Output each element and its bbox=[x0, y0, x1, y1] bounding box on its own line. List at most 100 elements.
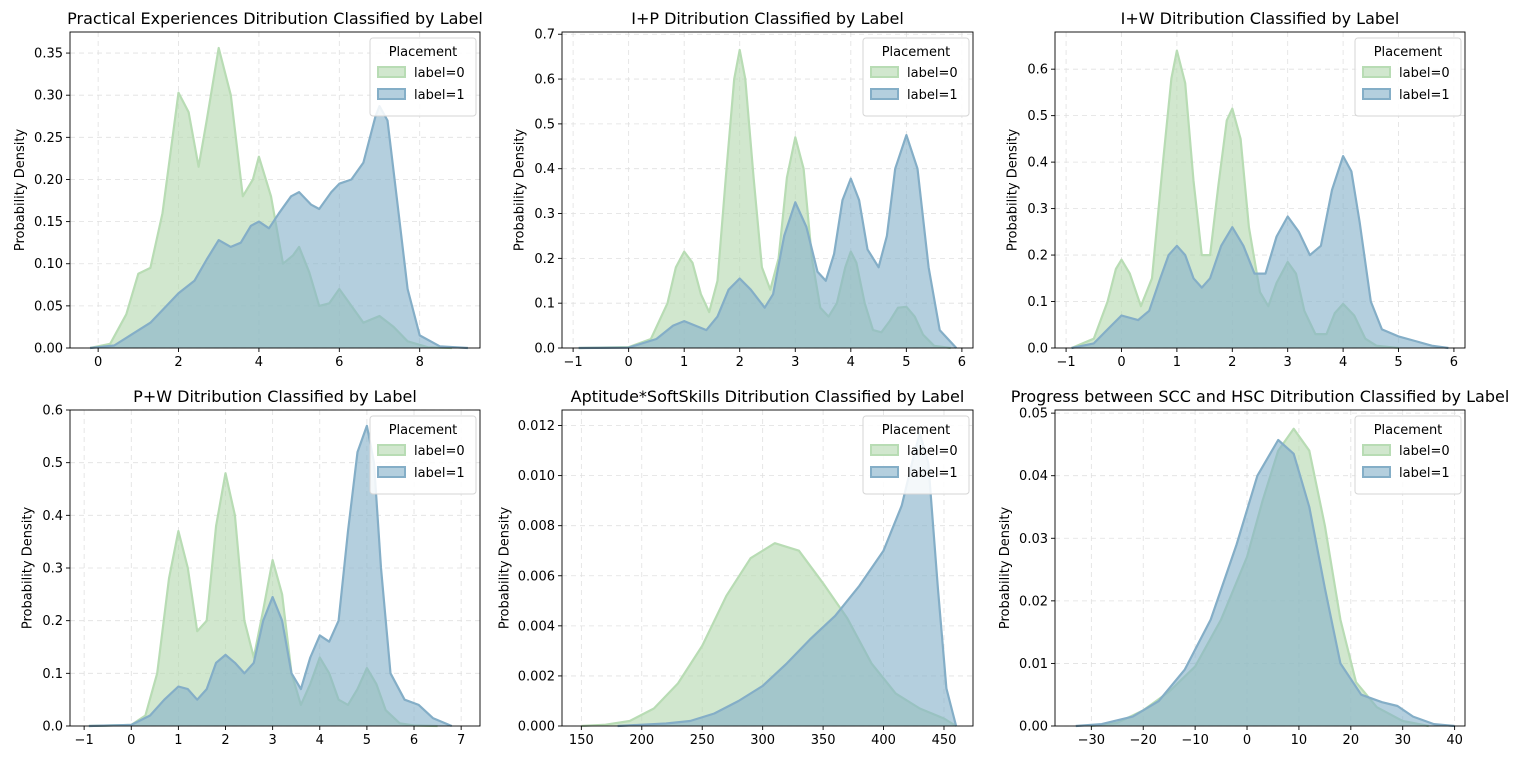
legend-swatch-label-1 bbox=[870, 88, 899, 100]
x-tick-label: 1 bbox=[1173, 355, 1181, 370]
x-tick-label: 0 bbox=[625, 355, 633, 370]
y-tick-label: 0.1 bbox=[534, 297, 555, 312]
y-axis-label: Probability Density bbox=[13, 129, 28, 252]
x-tick-label: 1 bbox=[174, 733, 182, 748]
density-line-label-1 bbox=[1071, 155, 1449, 350]
y-tick-label: 0.01 bbox=[1019, 657, 1048, 672]
y-tick-label: 0.0 bbox=[534, 342, 555, 357]
density-area-label-1 bbox=[90, 106, 468, 348]
y-tick-label: 0.004 bbox=[518, 619, 555, 634]
x-tick-label: −1 bbox=[564, 355, 583, 370]
legend-swatch-label-1 bbox=[377, 88, 406, 100]
x-tick-label: 450 bbox=[932, 733, 957, 748]
density-area-label-1 bbox=[1075, 440, 1455, 726]
y-tick-label: 0.25 bbox=[34, 131, 63, 146]
y-axis-label: Probability Density bbox=[21, 507, 36, 630]
x-tick-label: 0 bbox=[127, 733, 135, 748]
y-tick-label: 0.4 bbox=[534, 162, 555, 177]
legend-swatch-label-0 bbox=[1362, 66, 1391, 78]
x-tick-label: 5 bbox=[363, 733, 371, 748]
y-tick-label: 0.3 bbox=[534, 207, 555, 222]
x-tick-label: 5 bbox=[902, 355, 910, 370]
x-tick-label: −20 bbox=[1130, 733, 1157, 748]
legend-swatch-label-0 bbox=[1362, 444, 1391, 456]
y-tick-label: 0.3 bbox=[42, 562, 63, 577]
y-tick-label: 0.5 bbox=[534, 117, 555, 132]
y-tick-label: 0.2 bbox=[1027, 249, 1048, 264]
legend-entry-label-1: label=1 bbox=[1399, 466, 1450, 481]
chart-panel-progress-scc-hsc: −30 −20 −10 0 10 20 30 40 0.00 0.01 0.02 0.03 0.04 0.… bbox=[998, 387, 1509, 748]
y-tick-label: 0.1 bbox=[1027, 295, 1048, 310]
legend-entry-label-0: label=0 bbox=[907, 444, 958, 459]
y-tick-label: 0.30 bbox=[34, 89, 63, 104]
y-tick-label: 0.002 bbox=[518, 669, 555, 684]
y-tick-label: 0.012 bbox=[518, 419, 555, 434]
axes-frame bbox=[69, 31, 481, 349]
legend-swatch-label-1 bbox=[1362, 466, 1391, 478]
y-tick-label: 0.6 bbox=[1027, 63, 1048, 78]
axes-frame bbox=[561, 31, 974, 349]
y-axis-label: Probability Density bbox=[998, 507, 1013, 630]
y-tick-label: 0.008 bbox=[518, 519, 555, 534]
x-tick-label: 250 bbox=[690, 733, 715, 748]
x-tick-label: 7 bbox=[457, 733, 465, 748]
y-axis-label: Probability Density bbox=[1006, 129, 1021, 252]
y-tick-label: 0.2 bbox=[42, 614, 63, 629]
legend-swatch-label-0 bbox=[377, 66, 406, 78]
x-tick-label: 6 bbox=[1450, 355, 1458, 370]
legend-swatch-label-0 bbox=[377, 444, 406, 456]
y-tick-label: 0.00 bbox=[1019, 720, 1048, 735]
y-tick-label: 0.03 bbox=[1019, 532, 1048, 547]
x-tick-label: −10 bbox=[1181, 733, 1208, 748]
chart-panel-aptitude-softskills: 150 200 250 300 350 400 450 0.000 0.002 0.004 0.00… bbox=[498, 387, 974, 748]
axes-frame bbox=[1054, 409, 1466, 727]
density-line-label-1 bbox=[88, 424, 453, 728]
legend-entry-label-1: label=1 bbox=[907, 88, 958, 103]
axes-frame bbox=[1054, 31, 1466, 349]
legend-swatch-label-1 bbox=[377, 466, 406, 478]
legend-entry-label-0: label=0 bbox=[1399, 444, 1450, 459]
x-tick-label: 6 bbox=[958, 355, 966, 370]
density-line-label-1 bbox=[578, 134, 958, 350]
y-axis-label: Probability Density bbox=[513, 129, 528, 252]
legend-title: Placement bbox=[882, 45, 951, 60]
y-tick-label: 0.3 bbox=[1027, 202, 1048, 217]
legend-entry-label-0: label=0 bbox=[907, 66, 958, 81]
y-tick-label: 0.006 bbox=[518, 569, 555, 584]
x-tick-label: 150 bbox=[569, 733, 594, 748]
density-area-label-1 bbox=[617, 433, 957, 726]
x-tick-label: −30 bbox=[1078, 733, 1105, 748]
y-tick-label: 0.5 bbox=[1027, 109, 1048, 124]
y-tick-label: 0.0 bbox=[1027, 342, 1048, 357]
y-tick-label: 0.0 bbox=[42, 720, 63, 735]
x-tick-label: 4 bbox=[847, 355, 855, 370]
chart-panel-p-plus-w: −1 0 1 2 3 4 5 6 7 0.0 0.1 0.2 0.3 0.4 0.5 0.6 P+W Ditri… bbox=[21, 387, 481, 748]
x-tick-label: 200 bbox=[629, 733, 654, 748]
x-tick-label: 0 bbox=[94, 355, 102, 370]
y-tick-label: 0.10 bbox=[34, 257, 63, 272]
x-tick-label: 2 bbox=[174, 355, 182, 370]
y-tick-label: 0.2 bbox=[534, 252, 555, 267]
chart-panel-i-plus-p: −1 0 1 2 3 4 5 6 0.0 0.1 0.2 0.3 0.4 0.5 0.6 0.7 I+P Dit… bbox=[513, 9, 974, 370]
density-area-label-1 bbox=[88, 425, 452, 726]
y-tick-label: 0.35 bbox=[34, 47, 63, 62]
legend-title: Placement bbox=[882, 423, 951, 438]
y-tick-label: 0.1 bbox=[42, 667, 63, 682]
legend-swatch-label-0 bbox=[870, 444, 899, 456]
y-tick-label: 0.6 bbox=[42, 404, 63, 419]
legend-swatch-label-1 bbox=[1362, 88, 1391, 100]
x-tick-label: −1 bbox=[75, 733, 94, 748]
legend-entry-label-0: label=0 bbox=[414, 444, 465, 459]
y-tick-label: 0.15 bbox=[34, 215, 63, 230]
x-tick-label: 4 bbox=[255, 355, 263, 370]
x-tick-label: 4 bbox=[316, 733, 324, 748]
x-tick-label: 6 bbox=[335, 355, 343, 370]
x-tick-label: 10 bbox=[1291, 733, 1308, 748]
legend-title: Placement bbox=[1374, 423, 1443, 438]
y-tick-label: 0.05 bbox=[34, 299, 63, 314]
y-tick-label: 0.00 bbox=[34, 342, 63, 357]
x-tick-label: 300 bbox=[750, 733, 775, 748]
x-tick-label: 2 bbox=[221, 733, 229, 748]
legend-entry-label-0: label=0 bbox=[1399, 66, 1450, 81]
